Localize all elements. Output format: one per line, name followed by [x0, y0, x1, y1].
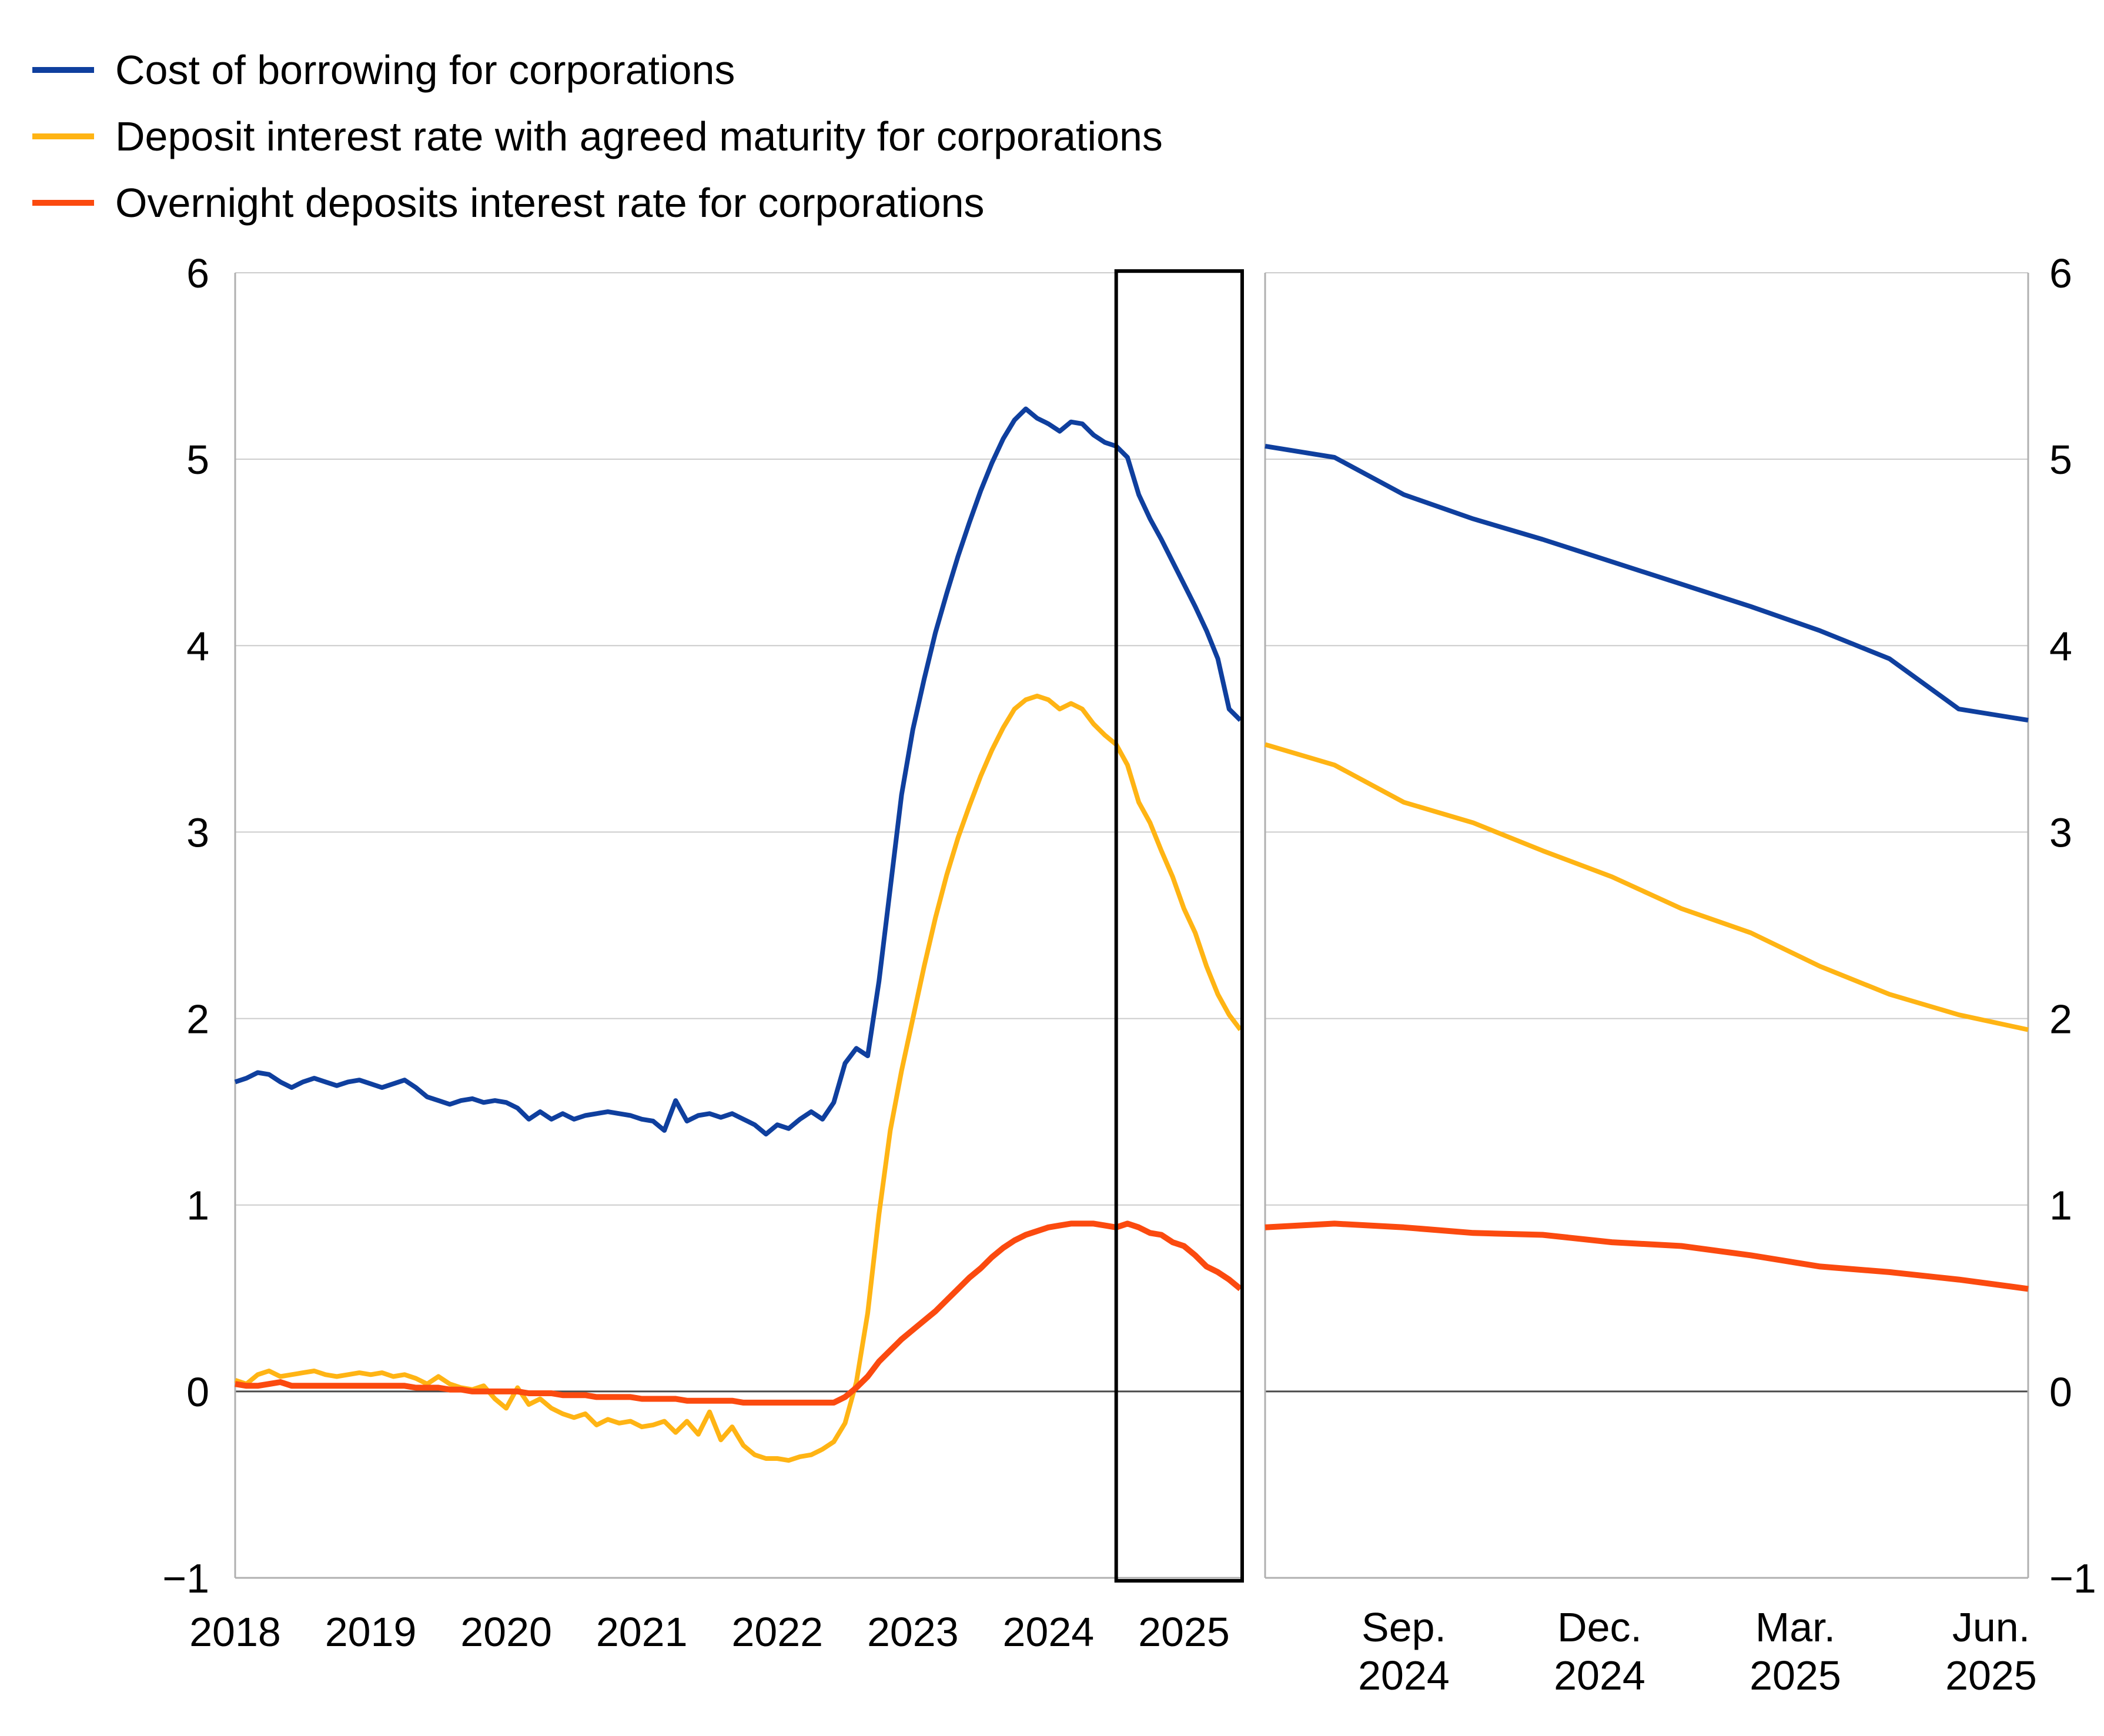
legend-line-swatch-red	[32, 200, 94, 206]
y-tick-label: 2	[2049, 996, 2072, 1042]
y-tick-label: 4	[186, 623, 209, 669]
y-tick-label: −1	[162, 1556, 209, 1601]
y-tick-label: 5	[186, 437, 209, 483]
x-tick-label-month: Sep.	[1362, 1604, 1446, 1650]
y-tick-label: 5	[2049, 437, 2072, 483]
x-tick-label-month: Jun.	[1952, 1604, 2030, 1650]
x-tick-label: 2021	[596, 1609, 688, 1655]
x-tick-label-year: 2025	[1945, 1653, 2037, 1698]
y-tick-label: 6	[2049, 250, 2072, 296]
legend-item-overnight-deposits: Overnight deposits interest rate for cor…	[32, 180, 1163, 226]
y-tick-label: 0	[186, 1369, 209, 1415]
series-line-0	[1265, 443, 2029, 723]
legend-line-swatch-blue	[32, 67, 94, 73]
zoom-panel: 6543210−1Sep.2024Dec.2024Mar.2025Jun.202…	[1264, 250, 2096, 1698]
series-line-2	[1265, 1220, 2029, 1292]
y-tick-label: 1	[2049, 1183, 2072, 1229]
x-tick-label: 2025	[1138, 1609, 1230, 1655]
legend-label: Deposit interest rate with agreed maturi…	[115, 113, 1163, 159]
x-tick-label-year: 2024	[1358, 1653, 1450, 1698]
x-tick-label-month: Dec.	[1557, 1604, 1642, 1650]
x-tick-label: 2022	[731, 1609, 823, 1655]
y-tick-label: 2	[186, 996, 209, 1042]
x-tick-label-year: 2025	[1750, 1653, 1841, 1698]
y-tick-label: 0	[2049, 1369, 2072, 1415]
legend-line-swatch-yellow	[32, 133, 94, 139]
series-line-0	[234, 406, 1242, 1137]
y-tick-label: 1	[186, 1183, 209, 1229]
x-tick-label: 2019	[325, 1609, 417, 1655]
legend-item-cost-of-borrowing: Cost of borrowing for corporations	[32, 47, 1163, 93]
x-tick-label: 2020	[460, 1609, 552, 1655]
zoom-region-box	[1114, 269, 1244, 1583]
legend-item-deposit-agreed-maturity: Deposit interest rate with agreed maturi…	[32, 113, 1163, 159]
y-tick-label: 3	[186, 810, 209, 855]
y-tick-label: −1	[2049, 1556, 2096, 1601]
legend: Cost of borrowing for corporations Depos…	[32, 47, 1163, 246]
y-tick-label: 3	[2049, 810, 2072, 855]
x-tick-label: 2023	[867, 1609, 959, 1655]
y-tick-label: 4	[2049, 623, 2072, 669]
x-tick-label-month: Mar.	[1755, 1604, 1835, 1650]
series-line-1	[234, 693, 1243, 1463]
legend-label: Cost of borrowing for corporations	[115, 47, 735, 93]
x-tick-label: 2024	[1003, 1609, 1095, 1655]
main-panel: 6 5 4 3 2 1 0 −1 2018 2019 2020 2021 2022 2023 2024 202…	[162, 250, 1244, 1655]
x-tick-label: 2018	[189, 1609, 281, 1655]
y-tick-label: 6	[186, 250, 209, 296]
series-line-2	[235, 1220, 1243, 1406]
legend-label: Overnight deposits interest rate for cor…	[115, 180, 985, 226]
x-tick-label-year: 2024	[1554, 1653, 1645, 1698]
series-line-1	[1264, 742, 2029, 1032]
